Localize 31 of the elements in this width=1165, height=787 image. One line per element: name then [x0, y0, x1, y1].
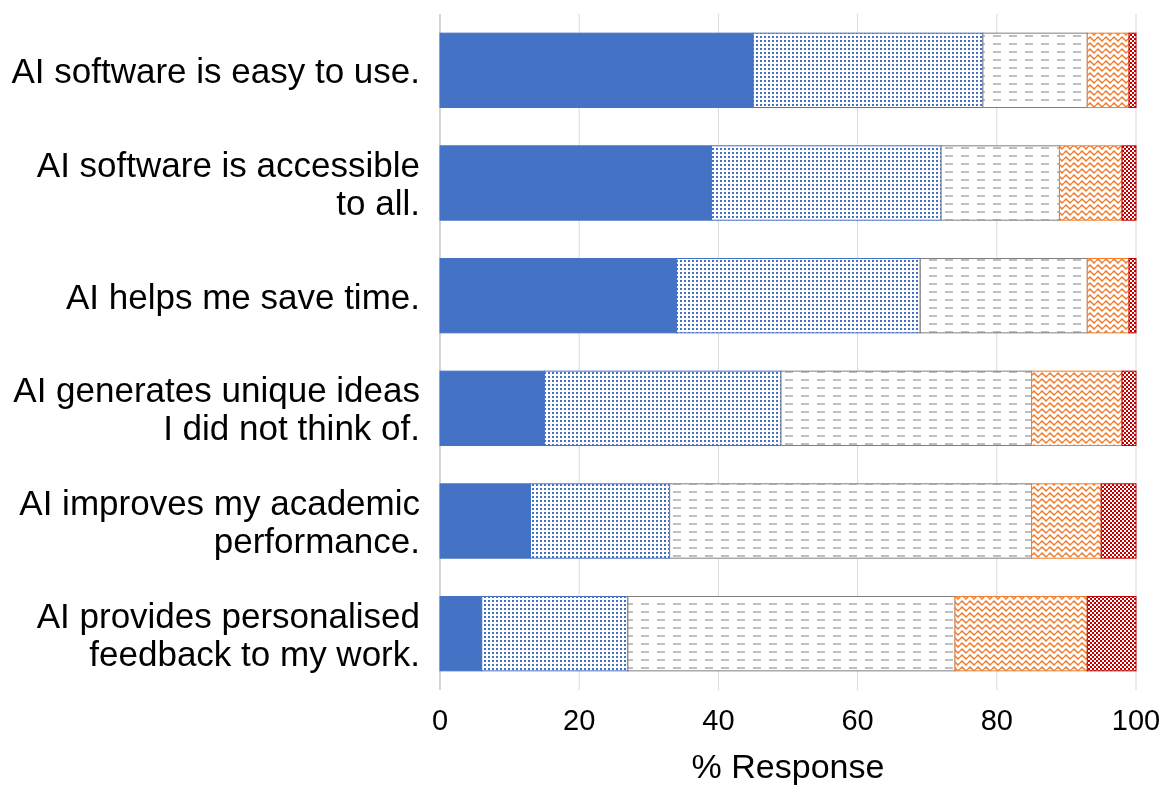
- y-tick-label: AI software is easy to use.: [11, 50, 420, 90]
- bar: [919, 257, 1088, 334]
- bar: [627, 595, 956, 672]
- x-tick-label: 100: [1111, 704, 1161, 736]
- bar: [1128, 32, 1137, 109]
- bar: [982, 32, 1088, 109]
- bar: [940, 145, 1060, 221]
- x-tick-label: 20: [563, 704, 596, 736]
- bar: [1031, 483, 1102, 559]
- bar: [1121, 145, 1137, 221]
- y-tick-label: AI improves my academic performance.: [19, 482, 420, 560]
- bar: [1121, 370, 1137, 447]
- bar: [780, 370, 1033, 447]
- bar: [1100, 483, 1137, 559]
- x-tick-label: 80: [980, 704, 1013, 736]
- bar: [954, 595, 1088, 672]
- x-tick-label: 40: [702, 704, 735, 736]
- bar: [1128, 257, 1137, 334]
- bar: [1086, 257, 1130, 334]
- y-tick-label: AI generates unique ideas I did not think of.: [13, 369, 420, 447]
- y-tick-label: AI provides personalised feedback to my work.: [36, 595, 420, 673]
- bar: [1086, 595, 1137, 672]
- bar: [669, 483, 1033, 559]
- y-tick-label: AI helps me save time.: [65, 276, 420, 316]
- bar: [1086, 32, 1130, 109]
- bar: [1031, 370, 1123, 447]
- x-tick-label: 0: [431, 704, 449, 736]
- y-tick-label: AI software is accessible to all.: [36, 144, 420, 222]
- x-tick-label: 60: [841, 704, 874, 736]
- bar: [1058, 145, 1123, 221]
- x-axis-title: % Response: [691, 747, 885, 785]
